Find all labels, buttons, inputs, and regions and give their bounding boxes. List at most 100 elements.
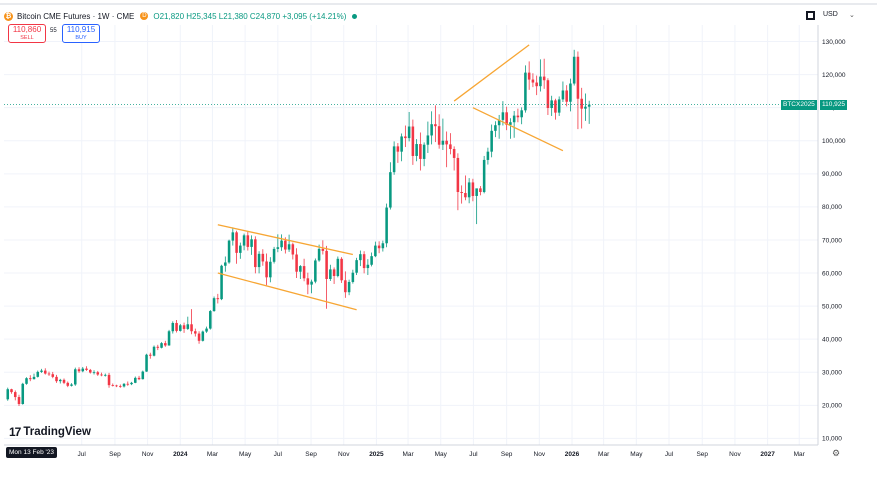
gear-icon[interactable]: ⚙: [832, 448, 841, 458]
pane-icon[interactable]: [806, 11, 815, 20]
candle-body: [194, 331, 197, 334]
candle-body: [66, 382, 70, 386]
candle-body: [25, 378, 28, 384]
candle-body: [531, 79, 535, 83]
y-tick-label: 100,000: [822, 138, 846, 145]
candle-body: [550, 100, 553, 109]
candle-body: [160, 343, 163, 348]
crosshair-date-label: Mon 13 Feb '23: [6, 447, 57, 458]
x-tick-label: Sep: [109, 451, 121, 458]
candle-body: [509, 122, 512, 125]
candle-body: [370, 256, 373, 265]
candle-body: [422, 144, 426, 159]
candle-body: [584, 106, 587, 109]
candle-body: [306, 278, 310, 285]
candle-body: [81, 368, 85, 372]
time-axis[interactable]: Jul Sep Nov 2024 Mar May Jul Sep Nov 2025 Mar May Ju…: [78, 451, 806, 458]
candle-body: [587, 104, 591, 107]
candle-body: [344, 280, 347, 293]
candle-body: [475, 188, 478, 196]
candle-body: [396, 146, 400, 152]
y-tick-label: 30,000: [822, 370, 842, 377]
trend-line[interactable]: [217, 224, 353, 256]
x-tick-label: Mar: [794, 451, 806, 458]
candle-body: [539, 76, 542, 87]
candle-body: [452, 149, 456, 158]
x-tick-label: 2024: [173, 451, 188, 458]
candle-body: [456, 157, 460, 193]
x-tick-label: May: [239, 451, 252, 458]
buy-label: BUY: [75, 35, 87, 41]
candle-body: [111, 385, 115, 386]
y-tick-label: 50,000: [822, 303, 842, 310]
x-tick-label: Nov: [534, 451, 546, 458]
trend-lines[interactable]: [217, 44, 564, 311]
y-tick-label: 10,000: [822, 436, 842, 443]
candle-body: [276, 247, 280, 249]
candle-body: [460, 192, 463, 193]
candle-body: [40, 370, 43, 372]
candle-body: [227, 240, 231, 263]
ohlc-values: O21,820 H25,345 L21,380 C24,870 +3,095 (…: [153, 11, 347, 21]
candle-body: [411, 126, 415, 156]
candle-body: [565, 90, 568, 102]
tradingview-mark-icon: 17: [9, 425, 21, 439]
candle-body: [374, 245, 377, 257]
candle-body: [441, 140, 445, 145]
chevron-down-icon[interactable]: ⌄: [849, 12, 855, 19]
candle-body: [182, 325, 186, 329]
currency-label[interactable]: USD: [823, 11, 838, 18]
candle-body: [220, 265, 223, 300]
candle-body: [471, 182, 475, 196]
candle-body: [516, 115, 520, 118]
candle-body: [501, 112, 505, 120]
candle-body: [179, 325, 182, 331]
x-tick-label: 2026: [565, 451, 580, 458]
candle-body: [212, 298, 216, 312]
candle-body: [250, 239, 253, 247]
candle-body: [449, 144, 452, 150]
x-tick-label: May: [630, 451, 643, 458]
trend-line[interactable]: [217, 272, 357, 311]
candle-body: [104, 374, 107, 376]
candle-body: [197, 333, 201, 341]
candle-body: [149, 354, 152, 356]
buy-price: 110,915: [66, 25, 96, 34]
candle-body: [464, 193, 467, 198]
delayed-badge[interactable]: D: [140, 12, 149, 20]
buy-button[interactable]: 110,915 BUY: [62, 24, 100, 43]
x-tick-label: Jul: [665, 451, 674, 458]
candle-body: [156, 346, 160, 348]
candle-body: [134, 377, 137, 383]
tradingview-logo[interactable]: 17 TradingView: [9, 425, 91, 439]
y-tick-label: 80,000: [822, 204, 842, 211]
candle-body: [96, 372, 100, 375]
symbol-legend[interactable]: ₿ Bitcoin CME Futures · 1W · CME D O21,8…: [4, 9, 358, 23]
candle-body: [190, 324, 193, 332]
candle-body: [119, 386, 122, 387]
trend-line[interactable]: [472, 107, 564, 152]
candle-body: [407, 126, 411, 139]
candle-body: [201, 331, 205, 341]
candle-body: [269, 261, 272, 278]
candle-body: [392, 146, 396, 173]
y-tick-label: 130,000: [822, 39, 846, 46]
candle-body: [497, 119, 501, 126]
candle-body: [261, 253, 265, 262]
candle-body: [321, 248, 325, 251]
candle-body: [205, 328, 208, 332]
candle-body: [329, 269, 332, 279]
x-tick-label: Nov: [729, 451, 741, 458]
candle-body: [426, 135, 430, 145]
x-tick-label: 2027: [760, 451, 775, 458]
price-axis[interactable]: 10,000 20,000 30,000 40,000 50,000 60,000 70,0…: [822, 39, 846, 443]
trend-line[interactable]: [453, 44, 530, 102]
candle-body: [494, 125, 497, 131]
sell-button[interactable]: 110,860 SELL: [8, 24, 46, 43]
candles: [6, 49, 591, 406]
candle-body: [467, 182, 471, 198]
candle-body: [400, 136, 403, 152]
candle-body: [77, 369, 81, 372]
